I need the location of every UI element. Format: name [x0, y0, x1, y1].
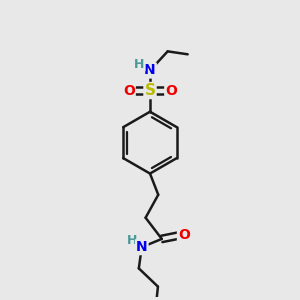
Text: N: N: [136, 240, 148, 254]
Text: O: O: [123, 83, 135, 98]
Text: O: O: [165, 83, 177, 98]
Text: S: S: [145, 83, 155, 98]
Text: O: O: [178, 227, 190, 242]
Text: H: H: [134, 58, 145, 70]
Text: H: H: [127, 234, 137, 247]
Text: N: N: [144, 64, 156, 77]
